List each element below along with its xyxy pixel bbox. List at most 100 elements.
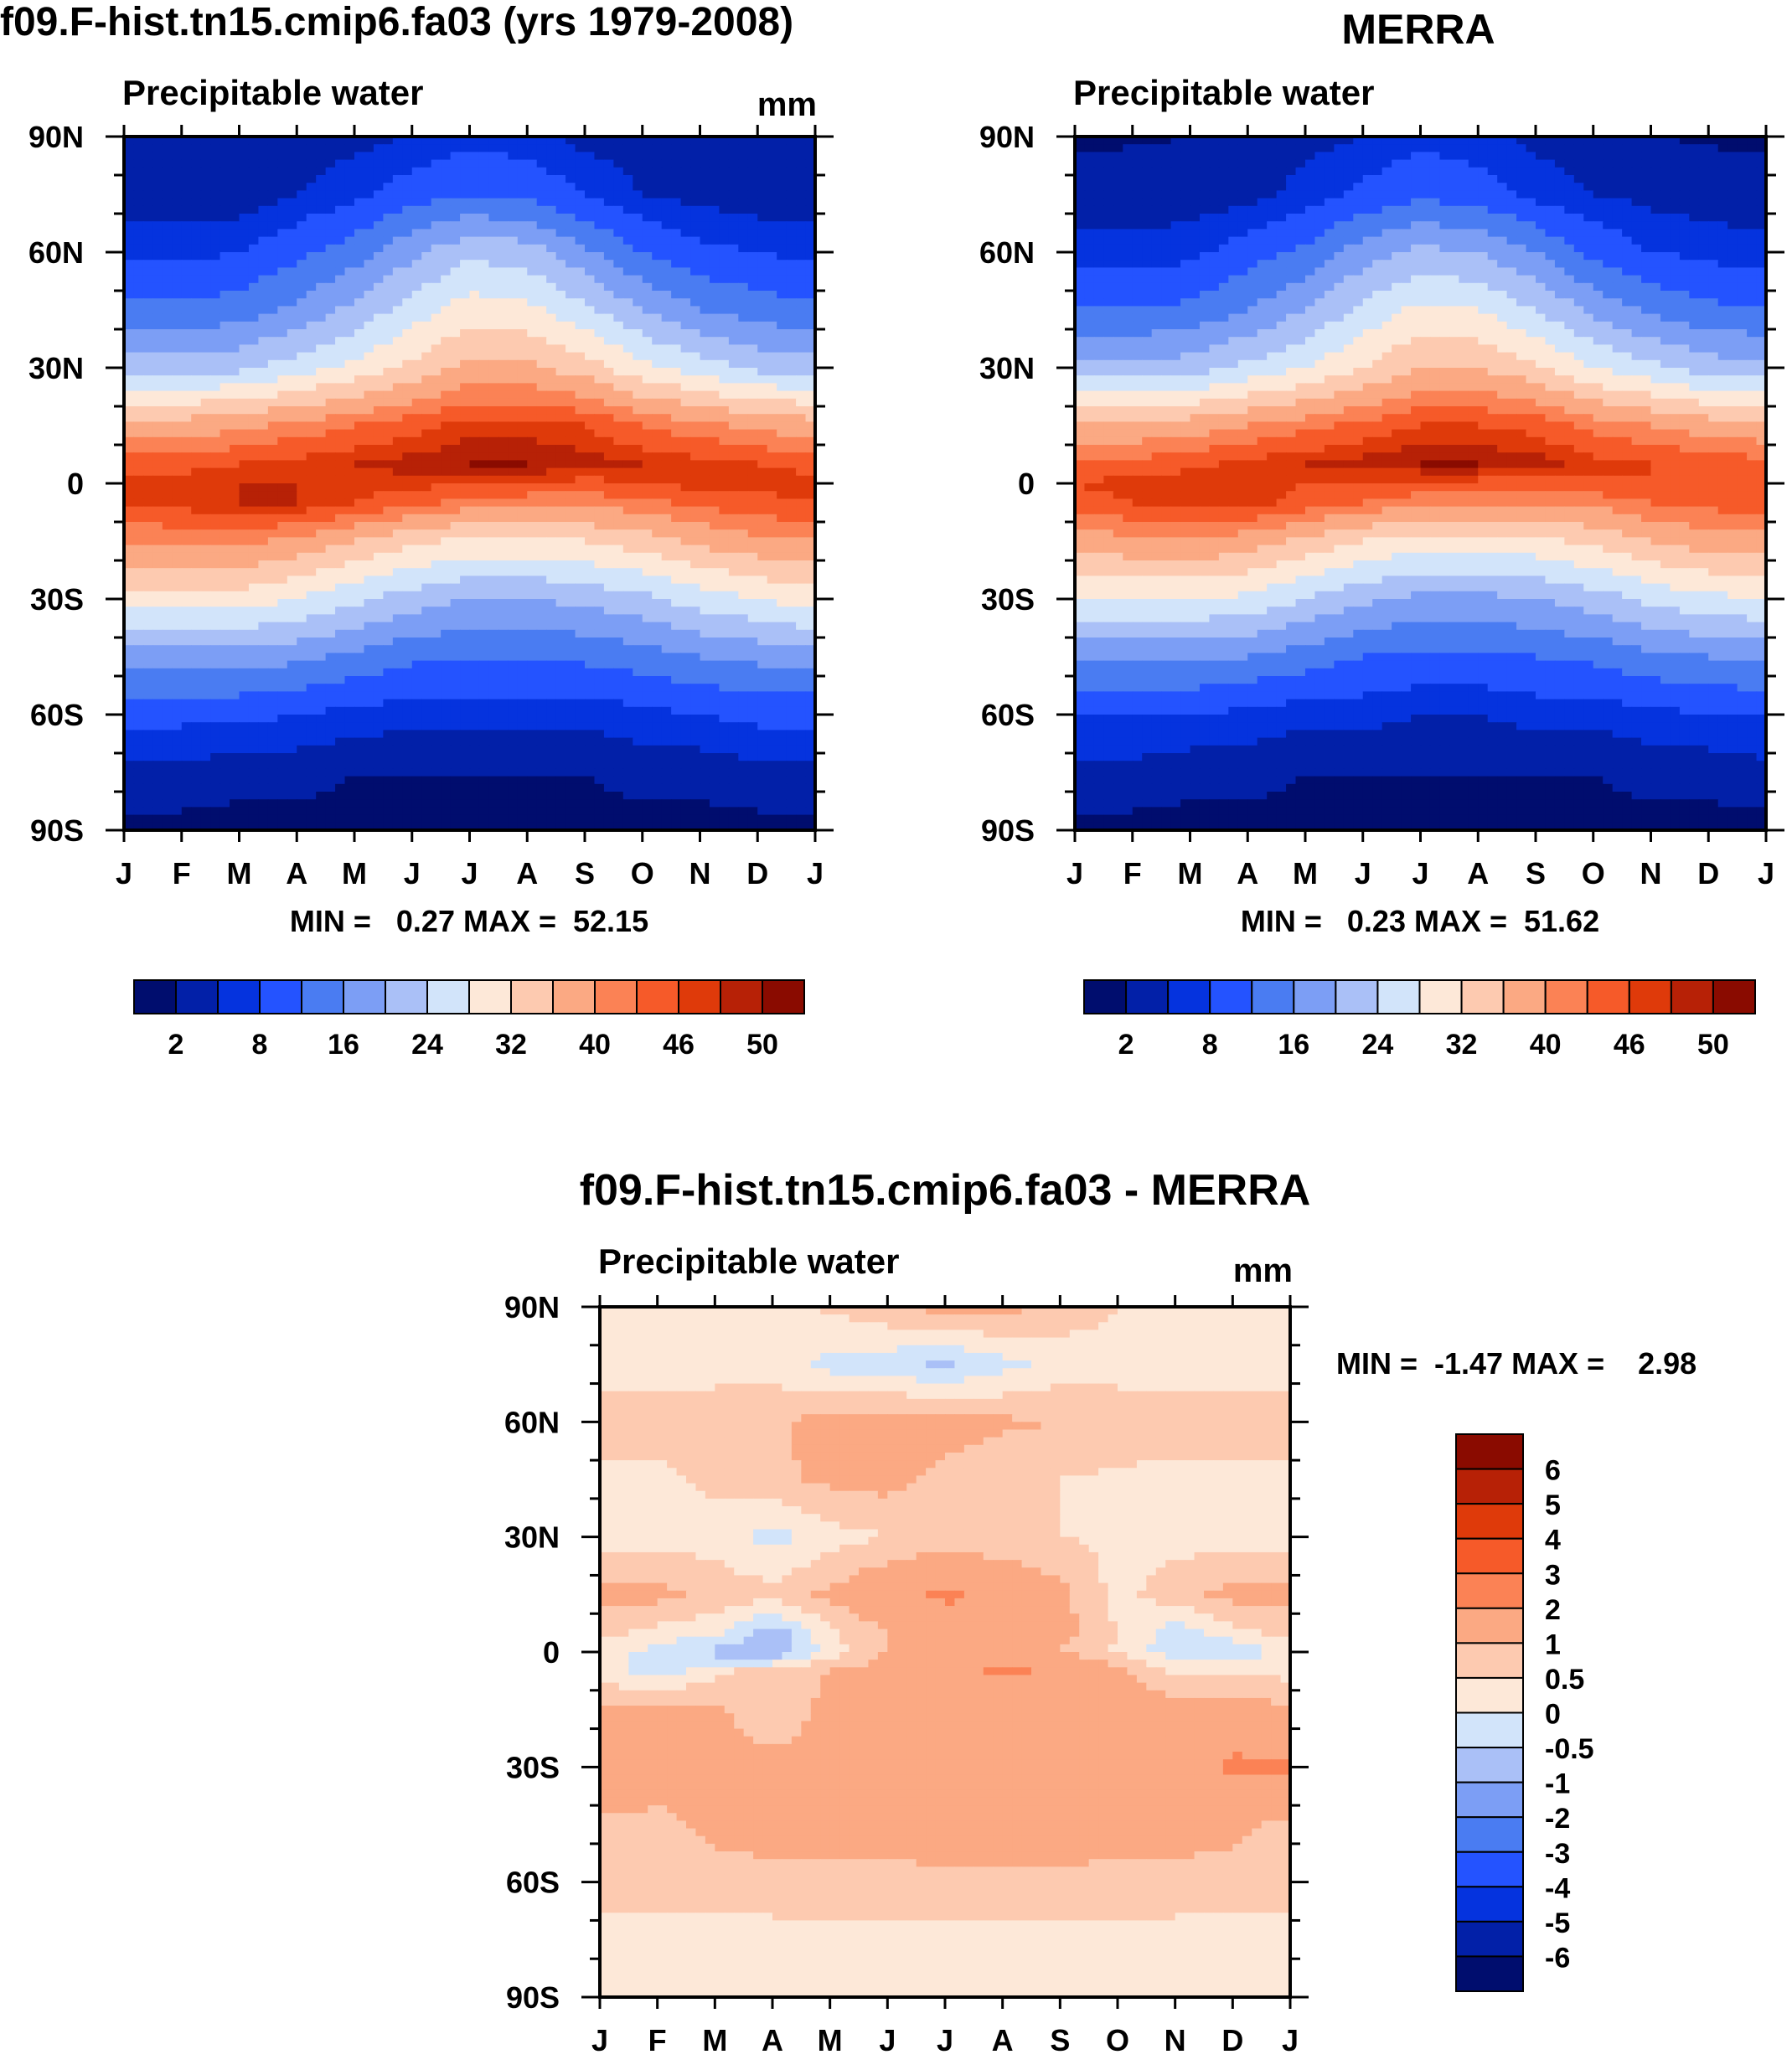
heatmap-cell [536,298,547,307]
heatmap-cell [690,352,701,361]
heatmap-cell [325,214,336,222]
heatmap-cell [191,175,202,183]
heatmap-cell [219,560,230,569]
heatmap-cell [517,406,528,415]
heatmap-cell [622,568,633,576]
heatmap-cell [142,267,153,276]
heatmap-cell [172,560,183,569]
heatmap-cell [709,375,720,384]
heatmap-cell [344,306,355,315]
heatmap-cell [191,467,202,477]
heatmap-cell [133,144,144,152]
heatmap-cell [777,436,788,446]
heatmap-cell [421,137,432,145]
heatmap-cell [267,267,278,276]
heatmap-cell [498,167,509,176]
heatmap-cell [575,198,586,207]
heatmap-cell [460,183,471,191]
heatmap-cell [546,529,557,538]
heatmap-cell [162,599,173,607]
heatmap-cell [210,645,221,653]
heatmap-cell [431,514,442,523]
heatmap-cell [210,275,221,284]
heatmap-cell [498,583,509,592]
heatmap-cell [555,638,566,646]
heatmap-cell [478,560,490,569]
heatmap-cell [181,236,192,245]
heatmap-cell [575,414,586,422]
heatmap-cell [488,190,499,199]
heatmap-cell [575,337,586,345]
heatmap-cell [248,329,260,338]
heatmap-cell [661,406,672,415]
heatmap-cell [383,436,394,446]
heatmap-cell [633,137,643,145]
heatmap-cell [191,607,202,615]
heatmap-cell [287,398,297,407]
heatmap-cell [508,414,519,422]
heatmap-cell [287,545,297,554]
heatmap-cell [392,337,403,345]
heatmap-cell [402,313,413,323]
heatmap-cell [152,275,163,284]
heatmap-cell [460,275,471,284]
heatmap-cell [700,429,710,438]
heatmap-cell [796,221,807,230]
heatmap-cell [325,560,336,569]
heatmap-cell [219,214,230,222]
heatmap-cell [671,660,682,669]
heatmap-cell [805,144,815,152]
heatmap-cell [172,576,183,585]
heatmap-cell [392,267,403,276]
heatmap-cell [661,622,672,631]
heatmap-cell [671,429,682,438]
heatmap-cell [392,175,403,183]
heatmap-cell [162,406,173,415]
heatmap-cell [248,298,260,307]
heatmap-cell [335,406,346,415]
heatmap-cell [383,198,394,207]
heatmap-cell [162,568,173,576]
heatmap-cell [555,190,566,199]
heatmap-cell [152,429,163,438]
heatmap-cell [230,383,240,392]
heatmap-cell [642,198,653,207]
heatmap-cell [316,236,327,245]
heatmap-cell [613,282,624,292]
heatmap-cell [162,282,173,292]
heatmap-cell [258,460,269,469]
heatmap-cell [402,506,413,515]
heatmap-cell [124,183,135,191]
heatmap-cell [277,467,288,477]
heatmap-cell [364,298,374,307]
heatmap-cell [738,614,749,623]
heatmap-cell [411,452,422,461]
heatmap-cell [200,375,211,384]
heatmap-cell [181,607,192,615]
heatmap-cell [786,183,797,191]
heatmap-cell [613,383,624,392]
heatmap-cell [671,159,682,168]
heatmap-cell [460,137,471,145]
heatmap-cell [777,244,788,253]
heatmap-cell [172,452,183,461]
heatmap-cell [719,506,730,515]
heatmap-cell [796,267,807,276]
heatmap-cell [565,522,576,530]
heatmap-cell [671,252,682,261]
heatmap-cell [219,467,230,477]
heatmap-cell [142,337,153,345]
heatmap-cell [450,183,461,191]
heatmap-cell [450,653,461,662]
heatmap-cell [469,321,480,330]
heatmap-cell [508,537,519,546]
heatmap-cell [219,306,230,315]
heatmap-cell [546,298,557,307]
heatmap-cell [757,198,768,207]
heatmap-cell [728,506,739,515]
heatmap-cell [700,537,710,546]
heatmap-cell [728,159,739,168]
heatmap-cell [786,344,797,354]
heatmap-cell [469,144,480,152]
heatmap-cell [575,236,586,245]
